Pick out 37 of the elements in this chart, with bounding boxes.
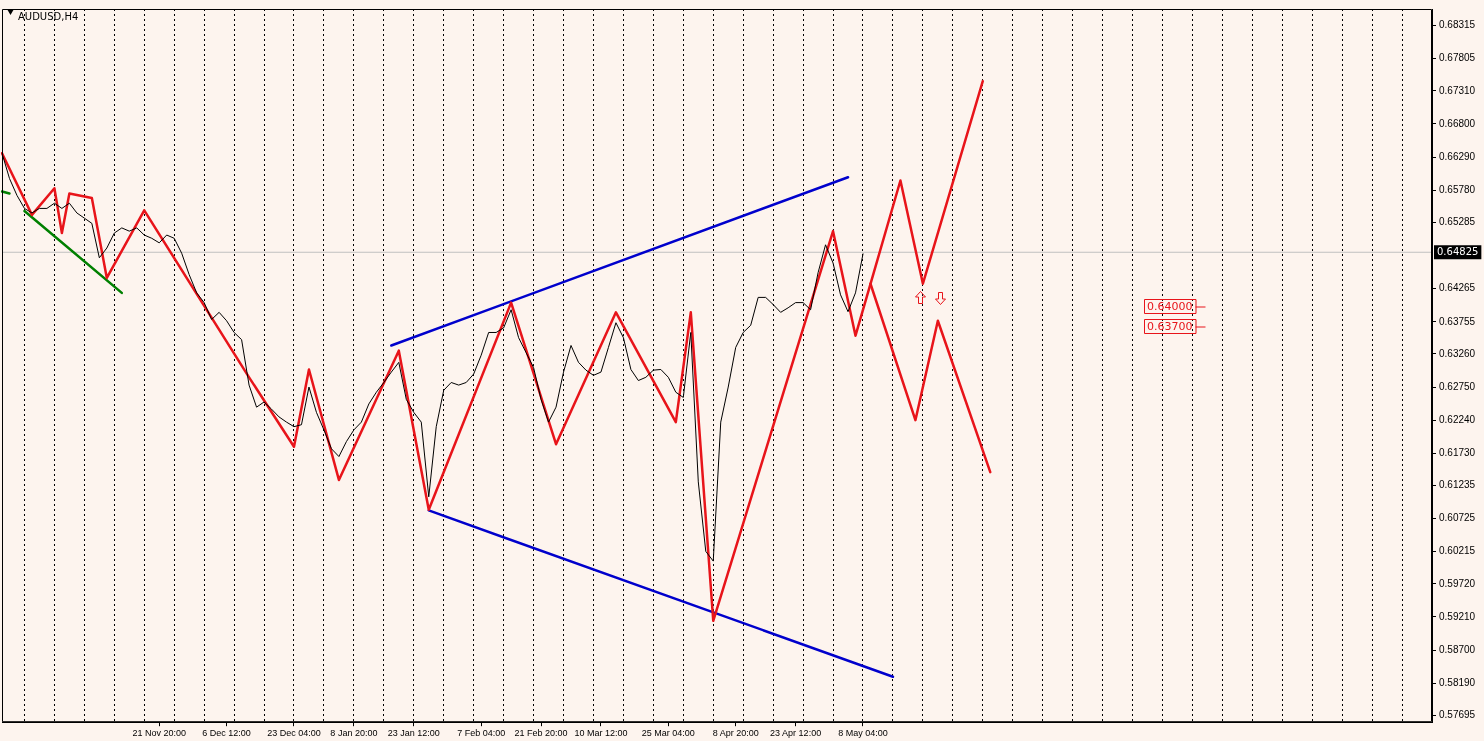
y-tick-label: 0.57695 (1439, 709, 1476, 721)
annotation: 0.63700 (1147, 319, 1193, 333)
y-tick-label: 0.66800 (1439, 117, 1476, 129)
annotation: 0.64000 (1147, 299, 1193, 313)
x-tick-label: 8 Apr 20:00 (712, 728, 759, 739)
y-tick-label: 0.65285 (1439, 216, 1476, 228)
y-tick-label: 0.60215 (1439, 545, 1476, 557)
x-tick-label: 8 Jan 20:00 (330, 728, 378, 739)
y-tick-label: 0.63260 (1439, 347, 1476, 359)
x-tick-label: 23 Jan 12:00 (387, 728, 440, 739)
y-tick-label: 0.58700 (1439, 643, 1476, 655)
y-tick-label: 0.61235 (1439, 479, 1476, 491)
y-tick-label: 0.62240 (1439, 413, 1476, 425)
y-tick-label: 0.59720 (1439, 577, 1476, 589)
x-tick-label: 7 Feb 04:00 (457, 728, 506, 739)
y-tick-label: 0.61730 (1439, 447, 1476, 459)
y-tick-label: 0.68315 (1439, 19, 1476, 31)
x-tick-label: 21 Nov 20:00 (132, 728, 186, 739)
y-tick-label: 0.67805 (1439, 52, 1476, 64)
y-tick-label: 0.59210 (1439, 610, 1476, 622)
y-tick-label: 0.67310 (1439, 84, 1476, 96)
x-tick-label: 10 Mar 12:00 (574, 728, 628, 739)
y-tick-label: 0.62750 (1439, 380, 1476, 392)
y-tick-label: 0.60725 (1439, 512, 1476, 524)
x-tick-label: 23 Apr 12:00 (770, 728, 822, 739)
x-tick-label: 25 Mar 04:00 (641, 728, 695, 739)
chart-title: AUDUSD,H4 (18, 10, 79, 22)
x-tick-label: 8 May 04:00 (838, 728, 888, 739)
x-tick-label: 21 Feb 20:00 (514, 728, 568, 739)
y-tick-label: 0.66290 (1439, 150, 1476, 162)
x-tick-label: 23 Dec 04:00 (267, 728, 321, 739)
y-tick-label: 0.58190 (1439, 676, 1476, 688)
y-tick-label: 0.65780 (1439, 183, 1476, 195)
y-tick-label: 0.64265 (1439, 282, 1476, 294)
x-tick-label: 6 Dec 12:00 (202, 728, 251, 739)
ref-line-label: 0.64825 (1437, 245, 1479, 257)
y-tick-label: 0.63755 (1439, 315, 1476, 327)
